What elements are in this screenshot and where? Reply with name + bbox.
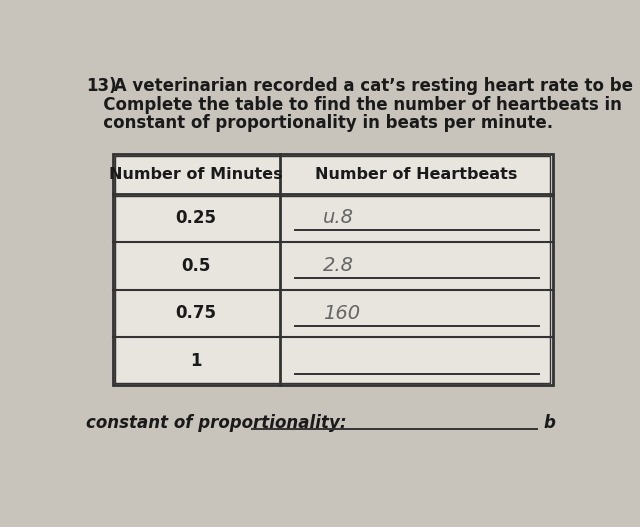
Text: u.8: u.8 [323,208,353,227]
Text: 160: 160 [323,304,360,323]
Text: 13): 13) [86,77,117,95]
Text: Complete the table to find the number of heartbeats in: Complete the table to find the number of… [86,95,622,114]
Bar [113,154,553,385]
Text: 0.75: 0.75 [176,305,217,323]
Text: Number of Minutes: Number of Minutes [109,167,283,182]
Text: b: b [543,414,556,432]
Bar [115,157,550,383]
Text: A veterinarian recorded a cat’s resting heart rate to be 1: A veterinarian recorded a cat’s resting … [108,77,640,95]
Text: 0.25: 0.25 [176,209,217,227]
Text: constant of proportionality:: constant of proportionality: [86,414,347,432]
Bar [113,154,553,385]
Text: 0.5: 0.5 [182,257,211,275]
Text: Number of Heartbeats: Number of Heartbeats [315,167,518,182]
Text: constant of proportionality in beats per minute.: constant of proportionality in beats per… [86,114,554,132]
Text: 2.8: 2.8 [323,256,353,275]
Text: 1: 1 [191,352,202,370]
